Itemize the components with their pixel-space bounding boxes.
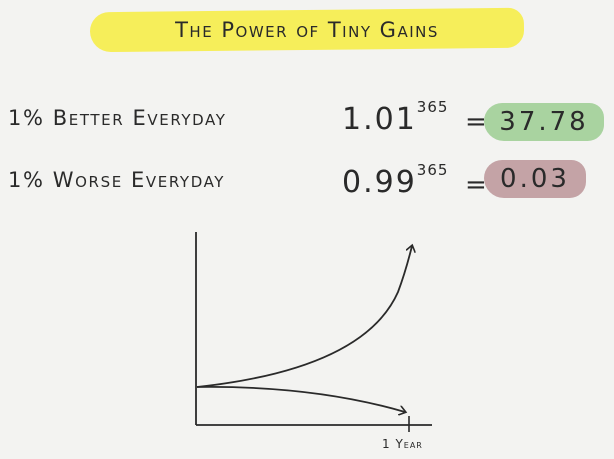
better-result: 37.78: [484, 103, 604, 141]
page-title: The Power of Tiny Gains: [175, 18, 439, 42]
worse-curve: [196, 386, 405, 412]
worse-label: 1% Worse Everyday: [8, 168, 226, 192]
worse-equals: =: [465, 170, 487, 200]
better-curve: [196, 246, 412, 388]
better-expression: 1.01365: [342, 98, 448, 137]
worse-base: 0.99: [342, 165, 417, 200]
better-label: 1% Better Everyday: [8, 106, 227, 130]
x-tick-label: 1 Year: [382, 437, 423, 451]
worse-result: 0.03: [484, 160, 586, 198]
worse-exponent: 365: [416, 161, 449, 179]
better-equals: =: [465, 107, 487, 137]
worse-expression: 0.99365: [342, 161, 448, 200]
better-base: 1.01: [342, 102, 417, 137]
better-exponent: 365: [416, 98, 449, 116]
